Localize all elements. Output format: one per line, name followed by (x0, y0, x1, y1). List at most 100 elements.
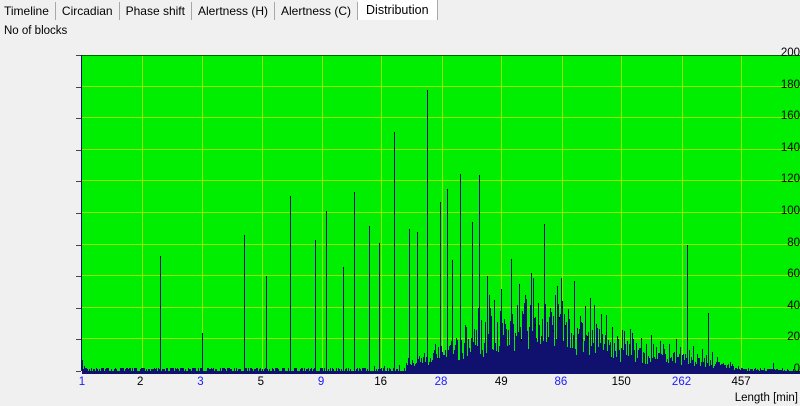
histogram-bar (506, 329, 507, 371)
histogram-bar (685, 353, 686, 371)
histogram-bar (288, 367, 289, 371)
histogram-bar (313, 369, 314, 371)
histogram-bar (176, 369, 177, 371)
histogram-bar (660, 340, 661, 371)
histogram-bar (770, 368, 771, 371)
histogram-bar (429, 362, 430, 371)
histogram-bar (475, 344, 476, 371)
histogram-bar (546, 342, 547, 371)
plot-canvas[interactable] (82, 55, 800, 371)
histogram-bar (101, 367, 102, 371)
histogram-bar (255, 369, 256, 371)
tab-alertness-c[interactable]: Alertness (C) (275, 2, 359, 20)
bar-cap (660, 340, 661, 343)
histogram-bar (681, 365, 682, 371)
histogram-bar (94, 369, 95, 371)
histogram-bar (125, 369, 126, 371)
histogram-bar (769, 369, 770, 371)
histogram-bar (637, 357, 638, 371)
histogram-bar (399, 364, 400, 371)
histogram-bar (486, 353, 487, 371)
histogram-bar (739, 369, 740, 371)
bar-cap (587, 336, 588, 339)
histogram-bar (596, 323, 597, 371)
tab-timeline[interactable]: Timeline (0, 2, 56, 20)
bar-cap (559, 317, 560, 320)
histogram-bar (328, 369, 329, 371)
tab-alertness-h[interactable]: Alertness (H) (191, 2, 275, 20)
histogram-bar (586, 335, 587, 371)
histogram-bar (201, 367, 202, 371)
histogram-bar (273, 369, 274, 371)
histogram-bar (542, 319, 543, 371)
histogram-bar (771, 368, 772, 371)
histogram-bar (156, 367, 157, 371)
bar-cap (585, 306, 586, 309)
histogram-bar (276, 367, 277, 371)
histogram-bar (639, 356, 640, 371)
bar-cap (568, 310, 569, 313)
histogram-bar (762, 369, 763, 371)
histogram-bar (595, 352, 596, 371)
histogram-bar (779, 369, 780, 371)
histogram-bar (215, 369, 216, 371)
histogram-bar (626, 355, 627, 371)
bar-cap (452, 260, 453, 263)
histogram-bar (510, 321, 511, 371)
histogram-bar (683, 354, 684, 371)
bar-cap (627, 340, 628, 343)
histogram-bar (194, 367, 195, 371)
histogram-bar (105, 369, 106, 371)
histogram-bar (246, 367, 247, 371)
bar-cap (369, 225, 370, 228)
histogram-bar (128, 369, 129, 371)
histogram-bar (447, 189, 448, 371)
histogram-bar (593, 342, 594, 371)
histogram-bar (581, 322, 582, 371)
y-tick-label: 0 (793, 363, 800, 375)
histogram-bar (474, 328, 475, 371)
histogram-bar (554, 346, 555, 371)
histogram-bar (367, 369, 368, 371)
histogram-bar (641, 337, 642, 371)
histogram-bar (707, 362, 708, 371)
histogram-bar (421, 358, 422, 371)
bar-cap (708, 312, 709, 315)
histogram-bar (120, 367, 121, 371)
histogram-bar (473, 342, 474, 371)
histogram-bar (141, 367, 142, 371)
histogram-bar (773, 363, 774, 371)
x-tick-label: 49 (494, 376, 508, 388)
histogram-bar (163, 369, 164, 371)
histogram-bar (755, 367, 756, 371)
tab-circadian[interactable]: Circadian (55, 2, 120, 20)
histogram-bar (723, 363, 724, 371)
histogram-bar (751, 369, 752, 371)
histogram-bar (250, 367, 251, 371)
histogram-bar (487, 276, 488, 371)
tab-phase-shift[interactable]: Phase shift (119, 2, 192, 20)
histogram-bar (730, 367, 731, 371)
histogram-bar (780, 369, 781, 371)
histogram-bar (393, 367, 394, 371)
histogram-bar (718, 361, 719, 371)
histogram-bar (514, 350, 515, 371)
histogram-bar (574, 280, 575, 371)
histogram-bar (541, 336, 542, 371)
histogram-bar (426, 356, 427, 371)
tab-distribution[interactable]: Distribution (358, 0, 438, 20)
histogram-bar (182, 367, 183, 371)
histogram-bar (746, 368, 747, 371)
bar-cap (529, 326, 530, 329)
histogram-bar (526, 298, 527, 371)
gridline-h (82, 117, 800, 119)
histogram-bar (774, 369, 775, 371)
histogram-bar (657, 358, 658, 371)
bar-cap (601, 314, 602, 317)
histogram-bar (659, 352, 660, 371)
histogram-bar (727, 364, 728, 371)
histogram-bar (238, 369, 239, 371)
histogram-bar (481, 319, 482, 371)
histogram-bar (114, 369, 115, 371)
histogram-bar (564, 314, 565, 371)
